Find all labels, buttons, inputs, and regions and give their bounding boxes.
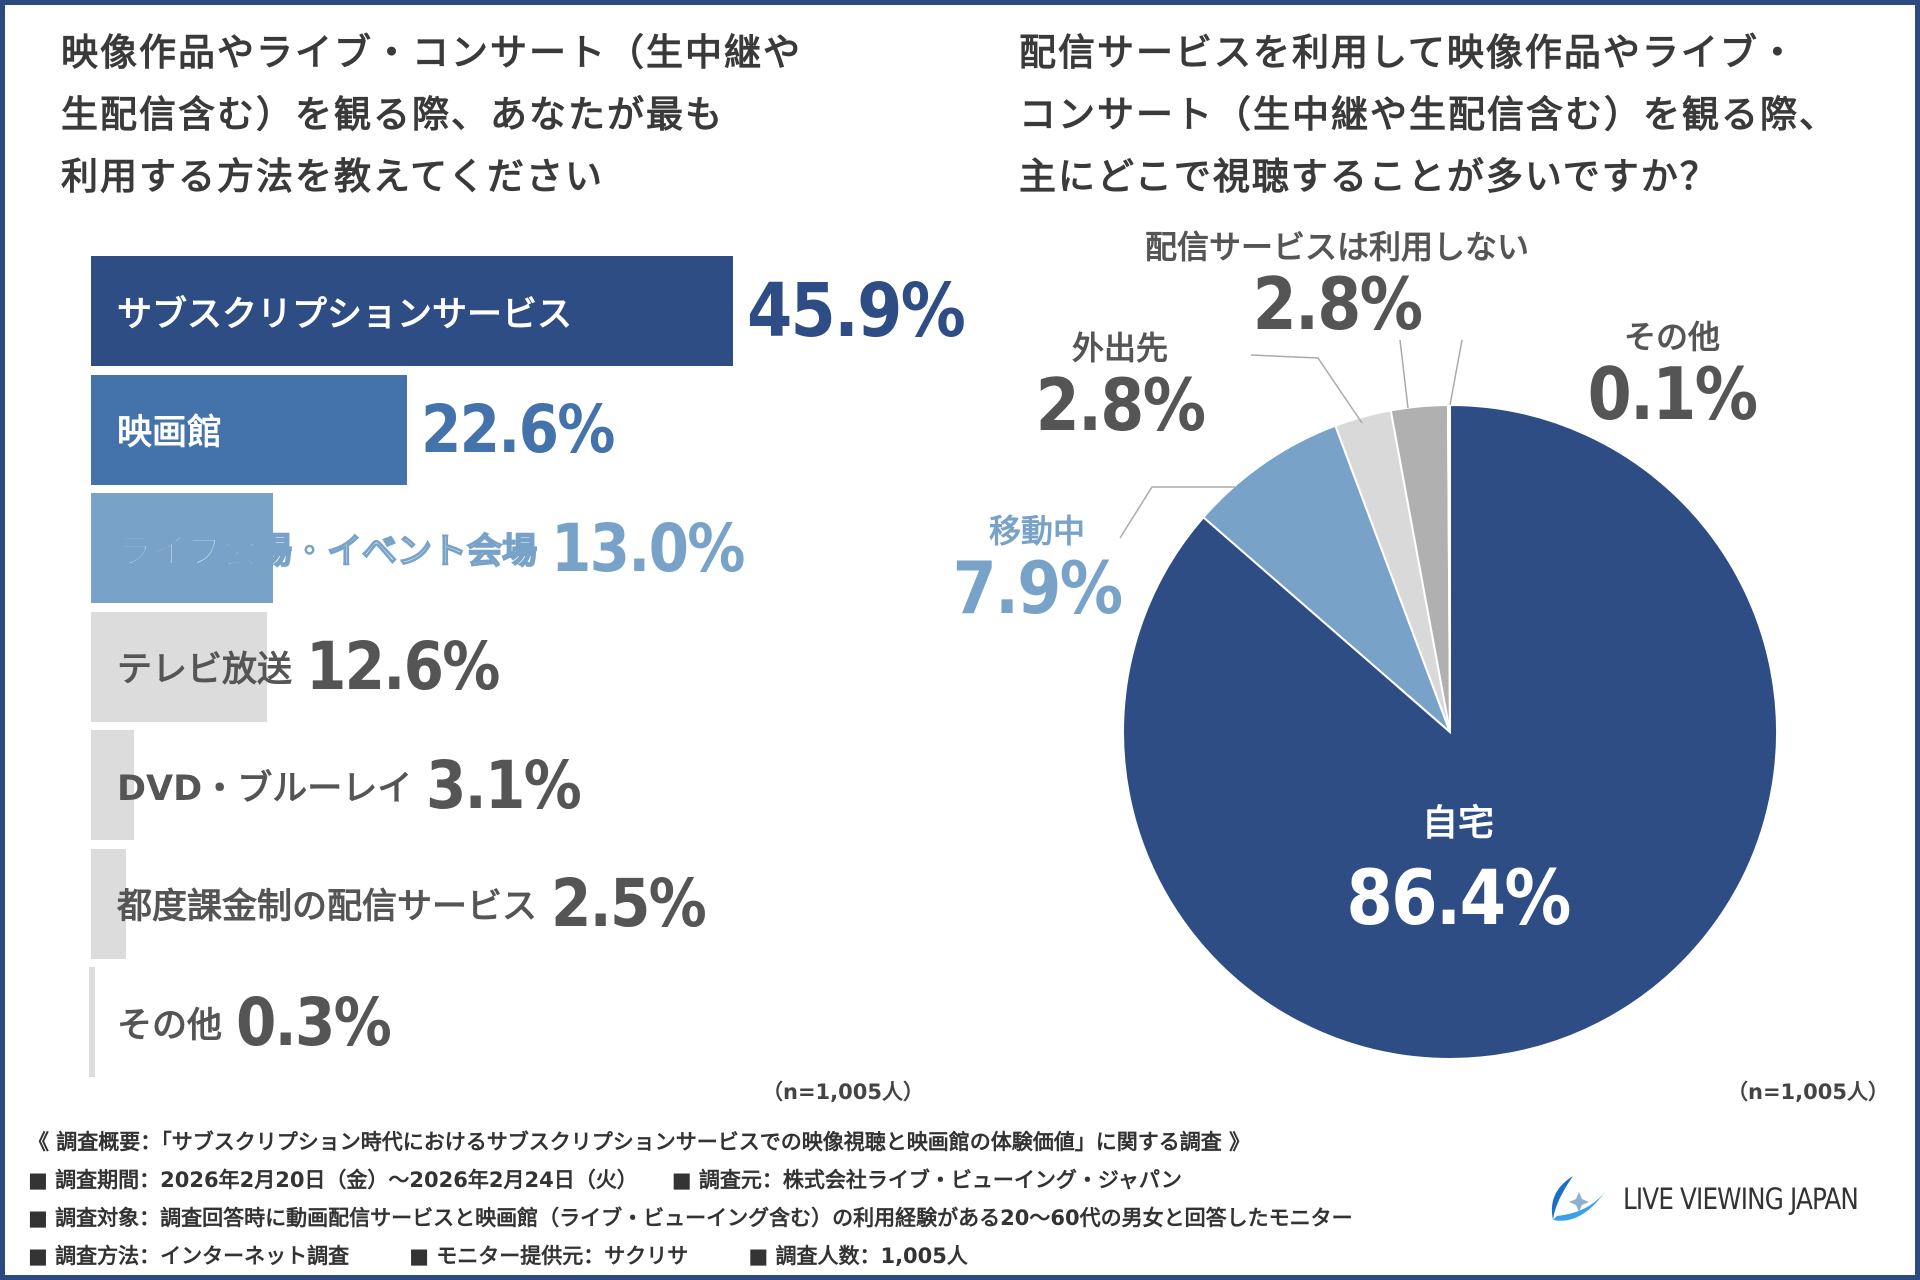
pie-category: 自宅 bbox=[1421, 803, 1495, 844]
bar-row: その他 0.3% bbox=[91, 967, 951, 1077]
bar bbox=[91, 374, 407, 485]
bar-chart: サブスクリプションサービス 45.9% 映画館 22.6% ライブ会場・イベント会場 13… bbox=[91, 256, 966, 1086]
footer-target: ■ 調査対象：調査回答時に動画配信サービスと映画館（ライブ・ビューイング含む）の… bbox=[28, 1206, 1353, 1230]
footer-line-2: ■ 調査期間：2026年2月20日（金）～2026年2月24日（火） ■ 調査元：… bbox=[28, 1164, 1216, 1194]
survey-method: ■ 調査方法：インターネット調査 bbox=[28, 1244, 350, 1268]
bar-value-label: 0.3% bbox=[236, 983, 392, 1061]
right-chart-title: 配信サービスを利用して映像作品やライブ・ コンサート（生中継や生配信含む）を観る… bbox=[1019, 22, 1838, 208]
pie-value: 2.8% bbox=[1035, 363, 1206, 447]
leader-line-gaishutsu bbox=[1250, 354, 1363, 424]
pie-slice-sonota bbox=[1446, 403, 1451, 733]
bar bbox=[91, 730, 135, 840]
leader-line-sonota bbox=[1449, 339, 1463, 406]
bar-value-label: 22.6% bbox=[420, 391, 615, 468]
footer-line-4: ■ 調査方法：インターネット調査 ■ モニター提供元：サクリサ ■ 調査人数：1,0… bbox=[28, 1240, 1002, 1270]
title-line: 生配信含む）を観る際、あなたが最も bbox=[61, 93, 724, 136]
company-logo: LIVE VIEWING JAPAN bbox=[1543, 1172, 1899, 1226]
title-line: 配信サービスを利用して映像作品やライブ・ bbox=[1019, 31, 1798, 74]
title-line: コンサート（生中継や生配信含む）を観る際、 bbox=[1019, 93, 1838, 136]
pie-value: 2.8% bbox=[1252, 262, 1423, 346]
pie-value: 0.1% bbox=[1587, 352, 1758, 436]
bar-label: テレビ放送 bbox=[117, 650, 293, 690]
survey-period: ■ 調査期間：2026年2月20日（金）～2026年2月24日（火） bbox=[28, 1168, 638, 1192]
pie-category: 移動中 bbox=[988, 512, 1085, 550]
sample-size-left: （n=1,005人） bbox=[762, 1080, 924, 1104]
title-line: 主にどこで視聴することが多いですか？ bbox=[1019, 155, 1719, 198]
pie-slice-idou bbox=[1201, 424, 1451, 733]
bar-value-label: 2.5% bbox=[551, 865, 707, 942]
leader-line-riyou-shinai bbox=[1399, 339, 1409, 409]
pie-value: 7.9% bbox=[952, 546, 1123, 630]
monitor-provider: ■ モニター提供元：サクリサ bbox=[409, 1244, 689, 1268]
pie-label-sonota: その他 0.1% bbox=[1576, 312, 1768, 430]
bar-axis-line bbox=[89, 967, 92, 1077]
bar bbox=[91, 256, 733, 366]
bar-label: その他 bbox=[117, 1005, 223, 1046]
bar bbox=[91, 493, 273, 603]
footer-summary: 《 調査概要：「サブスクリプション時代におけるサブスクリプションサービスでの映像… bbox=[28, 1130, 1251, 1154]
bar-row: 映画館 22.6% bbox=[91, 374, 951, 485]
logo-text: LIVE VIEWING JAPAN bbox=[1623, 1182, 1859, 1216]
pie-label-idou: 移動中 7.9% bbox=[941, 506, 1133, 624]
sample-size-right: （n=1,005人） bbox=[1727, 1080, 1889, 1104]
pie-label-jitaku: 自宅 86.4% bbox=[1331, 794, 1585, 936]
bar-label: 都度課金制の配信サービス bbox=[117, 887, 538, 927]
bar bbox=[91, 967, 96, 1077]
pie-category: 外出先 bbox=[1071, 329, 1168, 367]
bar-row: DVD・ブルーレイ 3.1% bbox=[91, 730, 951, 840]
pie-category: 配信サービスは利用しない bbox=[1144, 228, 1530, 266]
bar-row: 都度課金制の配信サービス 2.5% bbox=[91, 848, 951, 959]
bar-label: 映画館 bbox=[117, 413, 223, 453]
pie-label-gaishutsu: 外出先 2.8% bbox=[1024, 323, 1216, 441]
survey-source: ■ 調査元：株式会社ライブ・ビューイング・ジャパン bbox=[671, 1168, 1182, 1192]
bar-label: サブスクリプションサービス bbox=[117, 294, 573, 335]
leader-line-idou bbox=[1119, 486, 1235, 539]
title-line: 映像作品やライブ・コンサート（生中継や bbox=[61, 31, 802, 74]
bar-value-label: 45.9% bbox=[746, 268, 966, 354]
bar-value-label: 3.1% bbox=[426, 746, 582, 824]
bar-row: サブスクリプションサービス 45.9% bbox=[91, 256, 966, 366]
bar-row: ライブ会場・イベント会場 13.0% bbox=[91, 493, 951, 603]
survey-count: ■ 調査人数：1,005人 bbox=[748, 1244, 968, 1268]
pie-value: 86.4% bbox=[1346, 853, 1571, 942]
bar-label: DVD・ブルーレイ bbox=[117, 768, 413, 809]
bar bbox=[91, 848, 126, 959]
title-line: 利用する方法を教えてください bbox=[61, 155, 605, 198]
bar-row: テレビ放送 12.6% bbox=[91, 611, 951, 722]
bar-value-label: 13.0% bbox=[551, 509, 745, 587]
bar bbox=[91, 611, 268, 722]
live-viewing-swirl-icon bbox=[1551, 1176, 1609, 1221]
pie-category: その他 bbox=[1623, 318, 1720, 356]
pie-label-riyou-shinai: 配信サービスは利用しない 2.8% bbox=[1145, 222, 1529, 340]
left-chart-title: 映像作品やライブ・コンサート（生中継や 生配信含む）を観る際、あなたが最も 利用… bbox=[61, 22, 802, 208]
bar-value-label: 12.6% bbox=[306, 628, 500, 705]
bar-label: ライブ会場・イベント会場 bbox=[116, 531, 538, 573]
